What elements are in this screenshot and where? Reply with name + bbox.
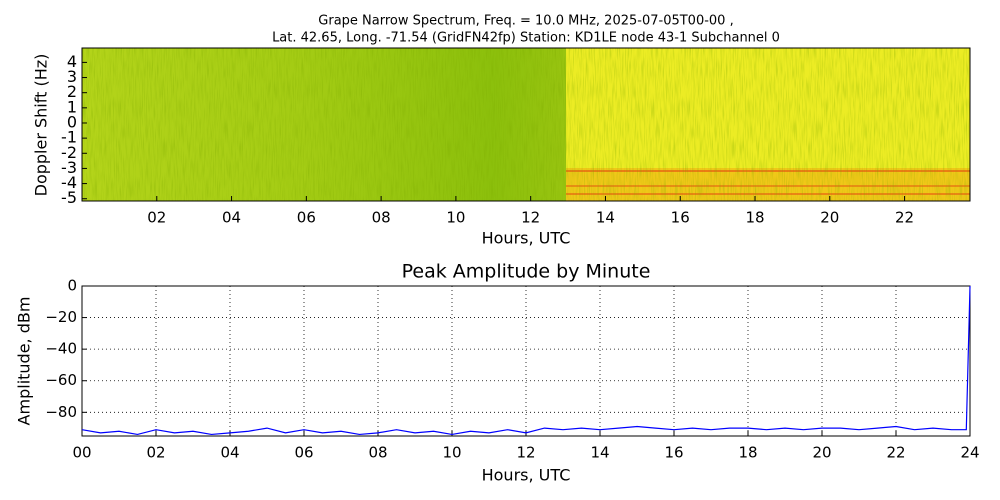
x-tick-label: 20 [812, 444, 831, 462]
chart-title: Grape Narrow Spectrum, Freq. = 10.0 MHz,… [318, 14, 733, 29]
plot-frame [81, 285, 971, 437]
y-tick-label: 3 [67, 67, 77, 86]
y-tick-label: 0 [67, 277, 77, 295]
x-tick-label: 22 [895, 209, 914, 227]
y-tick-label: −60 [45, 371, 77, 389]
x-tick-label: 10 [442, 444, 461, 462]
x-tick-label: 02 [147, 209, 166, 227]
x-tick-label: 14 [590, 444, 609, 462]
y-tick-label: −80 [45, 403, 77, 421]
y-tick-label: -2 [61, 143, 77, 162]
chart-subtitle: Lat. 42.65, Long. -71.54 (GridFN42fp) St… [272, 31, 780, 46]
y-tick-label: −40 [45, 340, 77, 358]
y-axis-label: Doppler Shift (Hz) [32, 54, 51, 197]
data-line [81, 285, 971, 436]
y-tick-label: 0 [67, 112, 77, 131]
y-tick-label: -3 [61, 158, 77, 177]
x-tick-label: 24 [960, 444, 979, 462]
y-tick-label: -5 [61, 188, 77, 207]
x-tick-label: 22 [886, 444, 905, 462]
spectrogram-image [82, 48, 970, 201]
x-tick-label: 10 [446, 209, 465, 227]
x-tick-label: 04 [220, 444, 239, 462]
y-tick-label: 1 [67, 97, 77, 116]
y-tick-label: -4 [61, 173, 77, 192]
x-tick-label: 12 [521, 209, 540, 227]
x-tick-label: 00 [72, 444, 91, 462]
chart-title: Peak Amplitude by Minute [402, 261, 651, 283]
y-tick-label: −20 [45, 308, 77, 326]
y-tick-label: 2 [67, 82, 77, 101]
x-tick-label: 16 [671, 209, 690, 227]
x-axis-label: Hours, UTC [482, 229, 571, 248]
y-axis-label: Amplitude, dBm [15, 297, 34, 426]
x-tick-label: 06 [294, 444, 313, 462]
x-tick-label: 18 [745, 209, 764, 227]
x-tick-label: 06 [297, 209, 316, 227]
x-tick-label: 04 [222, 209, 241, 227]
x-tick-label: 08 [372, 209, 391, 227]
x-tick-label: 02 [146, 444, 165, 462]
x-tick-label: 20 [820, 209, 839, 227]
x-tick-label: 18 [738, 444, 757, 462]
x-tick-label: 08 [368, 444, 387, 462]
x-axis-label: Hours, UTC [482, 466, 571, 485]
y-tick-label: -1 [61, 128, 77, 147]
plot-frame [81, 47, 971, 202]
x-tick-label: 14 [596, 209, 615, 227]
x-tick-label: 12 [516, 444, 535, 462]
y-tick-label: 4 [67, 52, 77, 71]
x-tick-label: 16 [664, 444, 683, 462]
